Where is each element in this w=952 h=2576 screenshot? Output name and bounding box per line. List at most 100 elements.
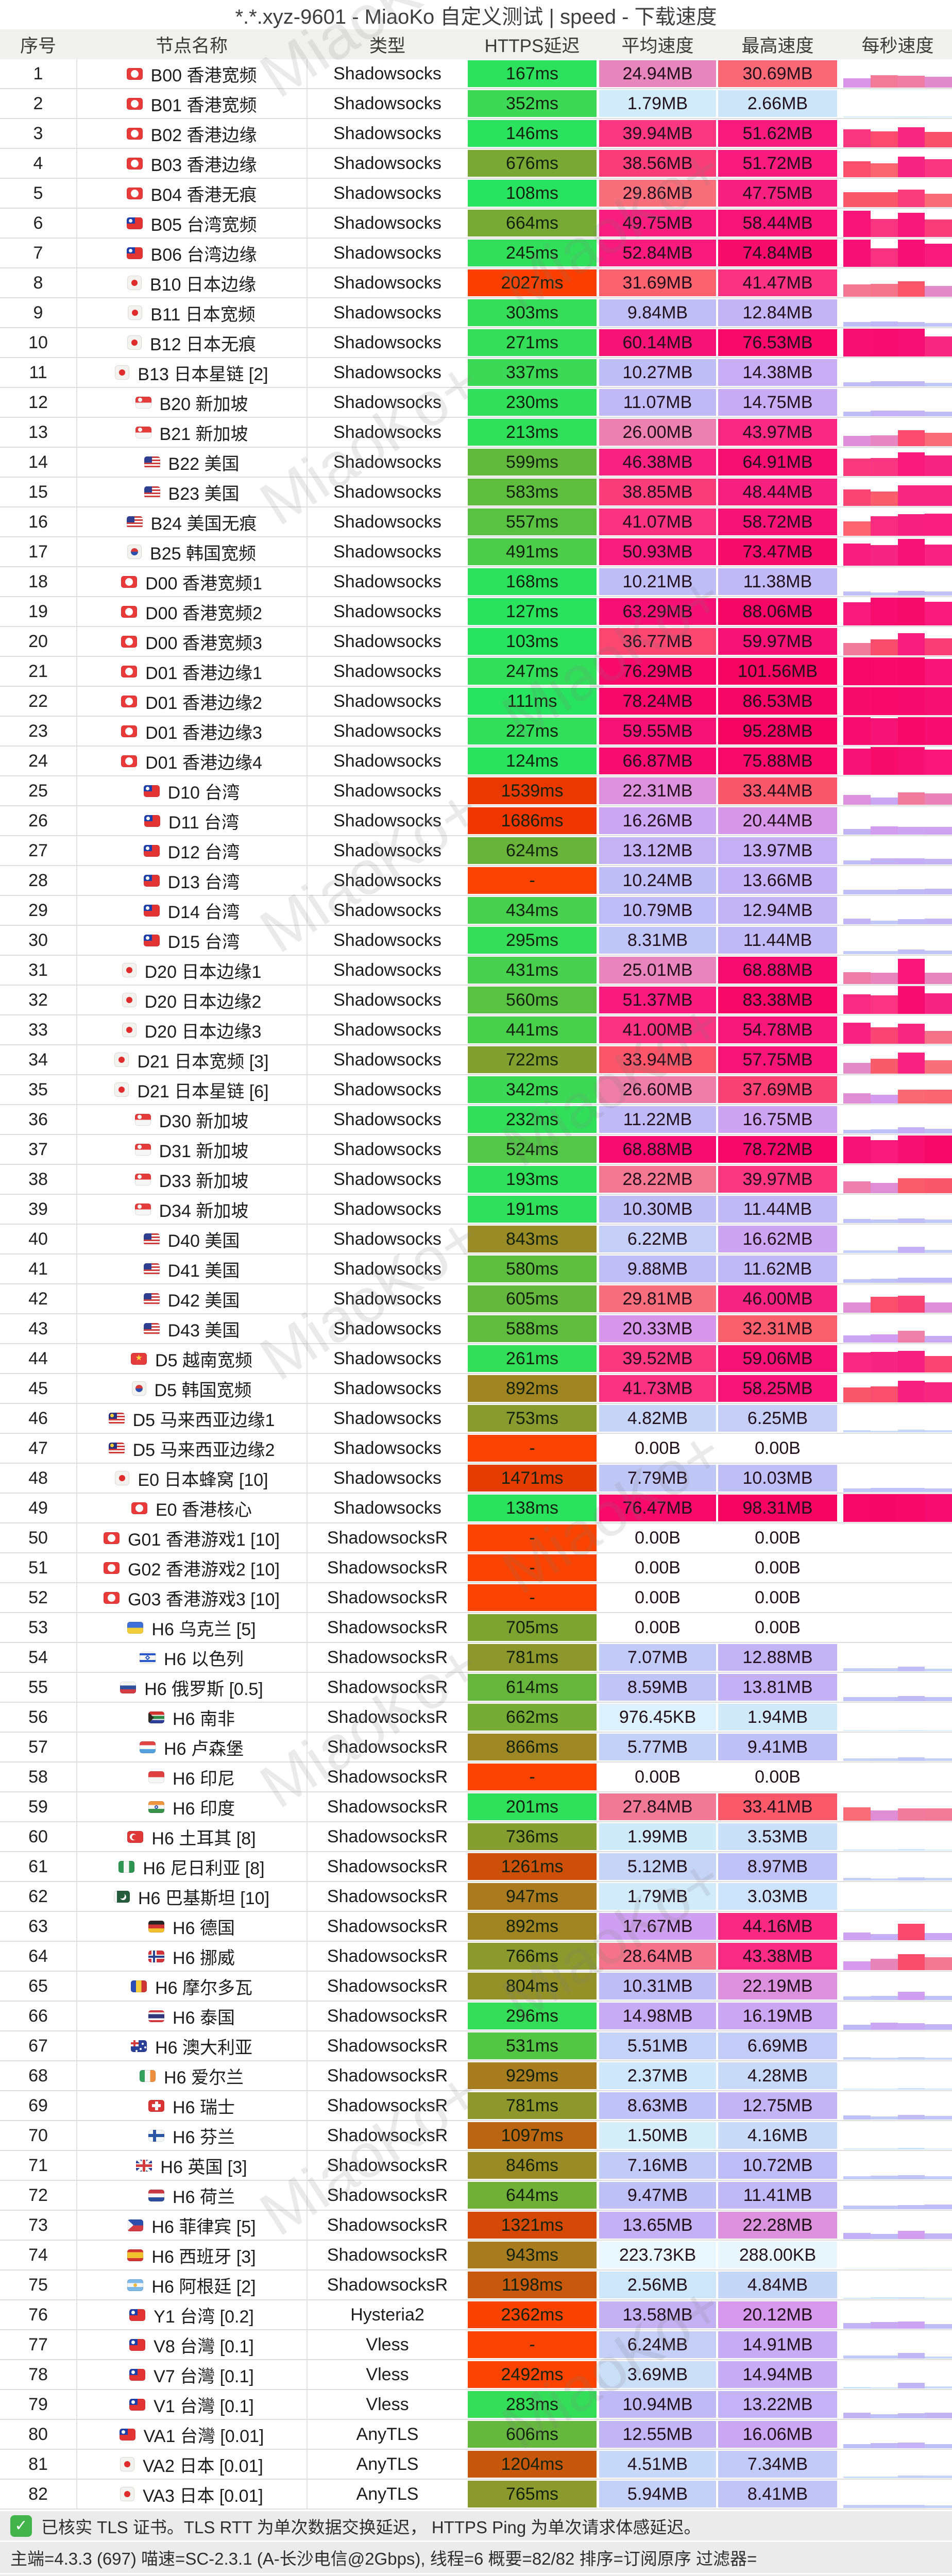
max-speed-cell: 1.94MB xyxy=(718,1704,837,1731)
row-index: 25 xyxy=(28,781,48,801)
sparkline-bar xyxy=(925,432,952,446)
column-header-max-speed: 最高速度 xyxy=(741,36,814,56)
sparkline-bar xyxy=(870,995,898,1014)
sparkline-bar xyxy=(870,1278,898,1283)
sparkline-bar xyxy=(897,410,925,416)
avg-speed-cell: 25.01MB xyxy=(599,957,716,984)
latency-cell: 2492ms xyxy=(468,2361,597,2388)
avg-speed-cell: 7.07MB xyxy=(599,1644,716,1671)
latency-cell: 843ms xyxy=(468,1226,597,1252)
row-index: 45 xyxy=(28,1378,48,1398)
sparkline-bar xyxy=(843,2297,871,2299)
max-speed-cell: 20.12MB xyxy=(718,2301,837,2328)
node-type: Shadowsocks xyxy=(333,960,441,980)
flag-no-icon xyxy=(148,1950,165,1962)
sparkline-bar xyxy=(925,973,952,984)
sparkline-bar xyxy=(843,1129,871,1133)
table-row: 22 D01 香港边缘2 Shadowsocks 111ms 78.24MB 8… xyxy=(0,687,952,717)
sparkline-bar xyxy=(925,2204,952,2209)
table-row: 39 D34 新加坡 Shadowsocks 191ms 10.30MB 11.… xyxy=(0,1195,952,1225)
latency-cell: 614ms xyxy=(468,1674,597,1701)
sparkline-bar xyxy=(897,514,925,536)
max-speed-cell: 54.78MB xyxy=(718,1016,837,1043)
node-name: G03 香港游戏3 [10] xyxy=(128,1589,280,1609)
node-name: V8 台灣 [0.1] xyxy=(154,2336,254,2357)
sparkline-bar xyxy=(897,1909,925,1910)
max-speed-cell: 0.00B xyxy=(718,1435,837,1462)
node-type: Shadowsocks xyxy=(333,631,441,651)
sparkline-bar xyxy=(897,452,925,476)
per-second-sparkline xyxy=(843,1374,952,1402)
flag-sg-icon xyxy=(134,1203,151,1215)
per-second-sparkline xyxy=(843,1523,952,1552)
node-name: D34 新加坡 xyxy=(159,1201,249,1221)
avg-speed-cell: 16.26MB xyxy=(599,807,716,834)
table-row: 23 D01 香港边缘3 Shadowsocks 227ms 59.55MB 9… xyxy=(0,717,952,747)
max-speed-cell: 4.16MB xyxy=(718,2122,837,2149)
avg-speed-cell: 20.33MB xyxy=(599,1315,716,1342)
latency-cell: 705ms xyxy=(468,1614,597,1641)
table-row: 6 B05 台湾宽频 Shadowsocks 664ms 49.75MB 58.… xyxy=(0,209,952,239)
table-row: 63 H6 德国 ShadowsocksR 892ms 17.67MB 44.1… xyxy=(0,1912,952,1942)
avg-speed-cell: 8.63MB xyxy=(599,2092,716,2119)
sparkline-bar xyxy=(843,794,871,805)
avg-speed-cell: 9.88MB xyxy=(599,1256,716,1282)
row-index: 28 xyxy=(28,870,48,890)
per-second-sparkline xyxy=(843,1314,952,1343)
latency-cell: 781ms xyxy=(468,2092,597,2119)
sparkline-bar xyxy=(925,77,952,88)
avg-speed-cell: 17.67MB xyxy=(599,1913,716,1940)
latency-cell: 491ms xyxy=(468,538,597,565)
column-header-type: 类型 xyxy=(369,36,405,56)
sparkline-bar xyxy=(843,1430,871,1432)
row-index: 12 xyxy=(28,392,48,412)
sparkline-bar xyxy=(925,159,952,177)
per-second-sparkline xyxy=(843,567,952,596)
sparkline-bar xyxy=(925,919,952,924)
flag-nl-icon xyxy=(148,2189,165,2201)
sparkline-bar xyxy=(870,598,898,625)
latency-cell: 103ms xyxy=(468,628,597,655)
sparkline-bar xyxy=(897,1218,925,1223)
max-speed-cell: 13.22MB xyxy=(718,2391,837,2418)
row-index: 39 xyxy=(28,1199,48,1219)
latency-cell: 111ms xyxy=(468,688,597,715)
row-index: 53 xyxy=(28,1617,48,1637)
sparkline-bar xyxy=(897,189,925,207)
max-speed-cell: 43.97MB xyxy=(718,419,837,446)
max-speed-cell: 0.00B xyxy=(718,1614,837,1641)
node-name: D33 新加坡 xyxy=(159,1171,249,1191)
max-speed-cell: 22.28MB xyxy=(718,2212,837,2239)
latency-cell: 201ms xyxy=(468,1793,597,1820)
flag-jp-icon xyxy=(114,1053,129,1067)
node-name: D21 日本宽频 [3] xyxy=(137,1052,269,1072)
row-index: 20 xyxy=(28,631,48,651)
avg-speed-cell: 223.73KB xyxy=(599,2242,716,2268)
sparkline-bar xyxy=(843,2233,871,2239)
max-speed-cell: 12.75MB xyxy=(718,2092,837,2119)
sparkline-bar xyxy=(870,1334,898,1343)
sparkline-bar xyxy=(843,951,871,954)
latency-cell: 138ms xyxy=(468,1495,597,1521)
latency-cell: 295ms xyxy=(468,927,597,954)
table-row: 3 B02 香港边缘 Shadowsocks 146ms 39.94MB 51.… xyxy=(0,119,952,149)
node-name-cell: D01 香港边缘3 xyxy=(78,717,305,745)
avg-speed-cell: 13.58MB xyxy=(599,2301,716,2328)
sparkline-bar xyxy=(897,1430,925,1432)
sparkline-bar xyxy=(843,78,871,88)
table-row: 33 D20 日本边缘3 Shadowsocks 441ms 41.00MB 5… xyxy=(0,1015,952,1045)
flag-jp-icon xyxy=(127,335,142,350)
sparkline-bar xyxy=(897,239,925,267)
sparkline-bar xyxy=(897,538,925,566)
table-row: 74 H6 西班牙 [3] ShadowsocksR 943ms 223.73K… xyxy=(0,2241,952,2270)
per-second-sparkline xyxy=(843,537,952,566)
max-speed-cell: 39.97MB xyxy=(718,1166,837,1193)
node-name: H6 摩尔多瓦 xyxy=(155,1978,252,1998)
row-index: 58 xyxy=(28,1767,48,1787)
row-index: 80 xyxy=(28,2424,48,2444)
flag-jp-icon xyxy=(115,1471,130,1485)
node-name-cell: H6 瑞士 xyxy=(78,2091,305,2120)
sparkline-bar xyxy=(897,1178,925,1193)
sparkline-bar xyxy=(870,1351,898,1372)
sparkline-bar xyxy=(843,2057,871,2060)
